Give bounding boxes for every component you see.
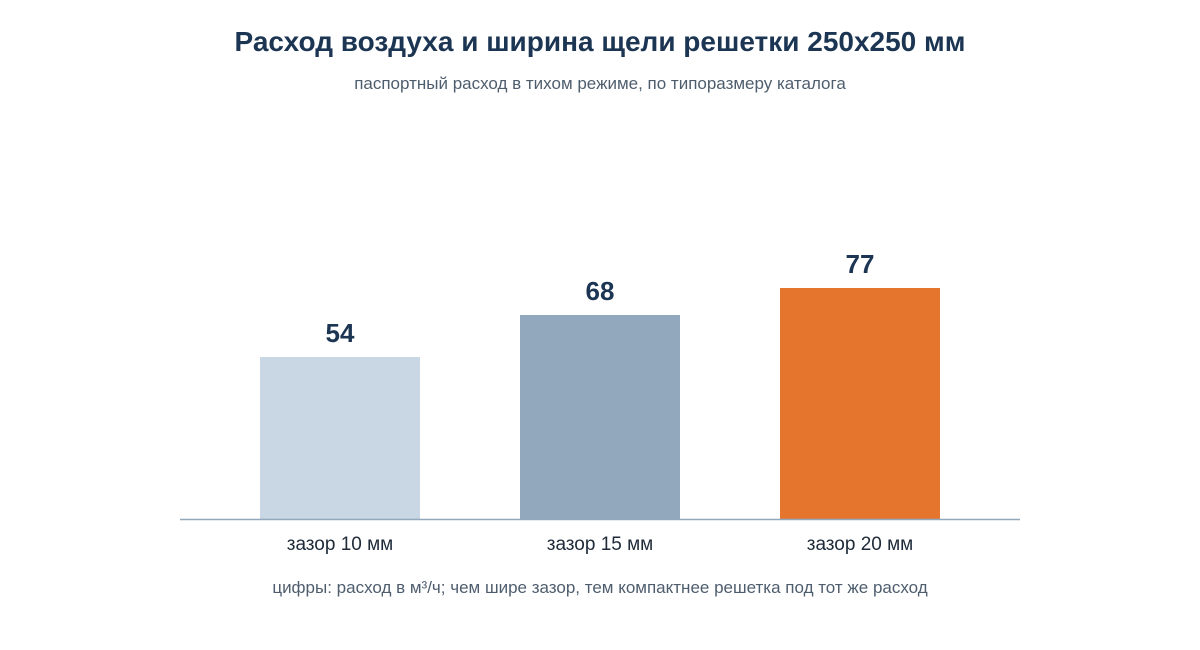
bar-1 — [260, 357, 420, 519]
bar-3 — [780, 288, 940, 519]
bar-value-label: 77 — [846, 249, 875, 279]
chart-title: Расход воздуха и ширина щели решетки 250… — [234, 26, 966, 57]
chart-footnote: цифры: расход в м³/ч; чем шире зазор, те… — [272, 578, 928, 597]
category-label: зазор 10 мм — [287, 534, 394, 555]
category-label: зазор 15 мм — [547, 534, 654, 555]
bar-2 — [520, 315, 680, 519]
category-label: зазор 20 мм — [807, 534, 914, 555]
chart-subtitle: паспортный расход в тихом режиме, по тип… — [354, 74, 846, 93]
bar-value-label: 54 — [326, 318, 355, 348]
bar-value-label: 68 — [586, 276, 615, 306]
